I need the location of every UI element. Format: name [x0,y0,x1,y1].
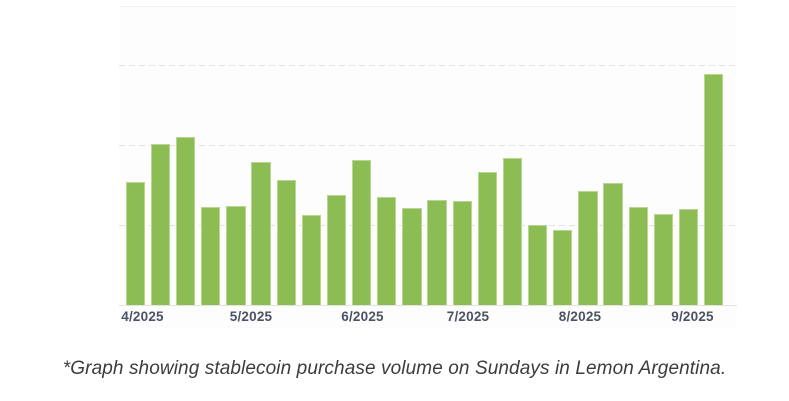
bar [502,158,523,305]
bar [251,162,271,305]
x-tick-label: 9/2025 [671,309,714,324]
bar [351,160,372,305]
bar [150,144,171,305]
x-tick-label: 8/2025 [558,309,602,324]
bar [603,183,623,305]
bar [402,208,422,305]
x-tick-label: 4/2025 [121,309,164,324]
bar [301,215,321,305]
x-axis: 4/2025 5/2025 6/2025 7/2025 8/2025 9/2025 [0,309,789,327]
bar [427,200,447,305]
chart-plot-area [119,6,737,306]
gridline [119,65,737,66]
bar [125,182,145,305]
bar [628,207,648,305]
chart-caption: *Graph showing stablecoin purchase volum… [62,358,727,379]
x-tick-label: 7/2025 [446,309,490,324]
bar [452,201,472,305]
bar [175,137,196,305]
gridline [119,145,737,146]
x-tick-label: 6/2025 [341,309,384,324]
bar [653,214,673,305]
bar [703,74,724,305]
bar [553,230,573,305]
x-tick-label: 5/2025 [229,309,273,324]
bar [578,191,598,305]
bar [326,195,347,305]
bar [678,209,699,305]
bar [276,180,296,305]
bar [477,172,497,305]
bar [377,197,397,305]
bar [226,206,246,305]
bar [201,207,221,305]
bar [527,225,548,305]
